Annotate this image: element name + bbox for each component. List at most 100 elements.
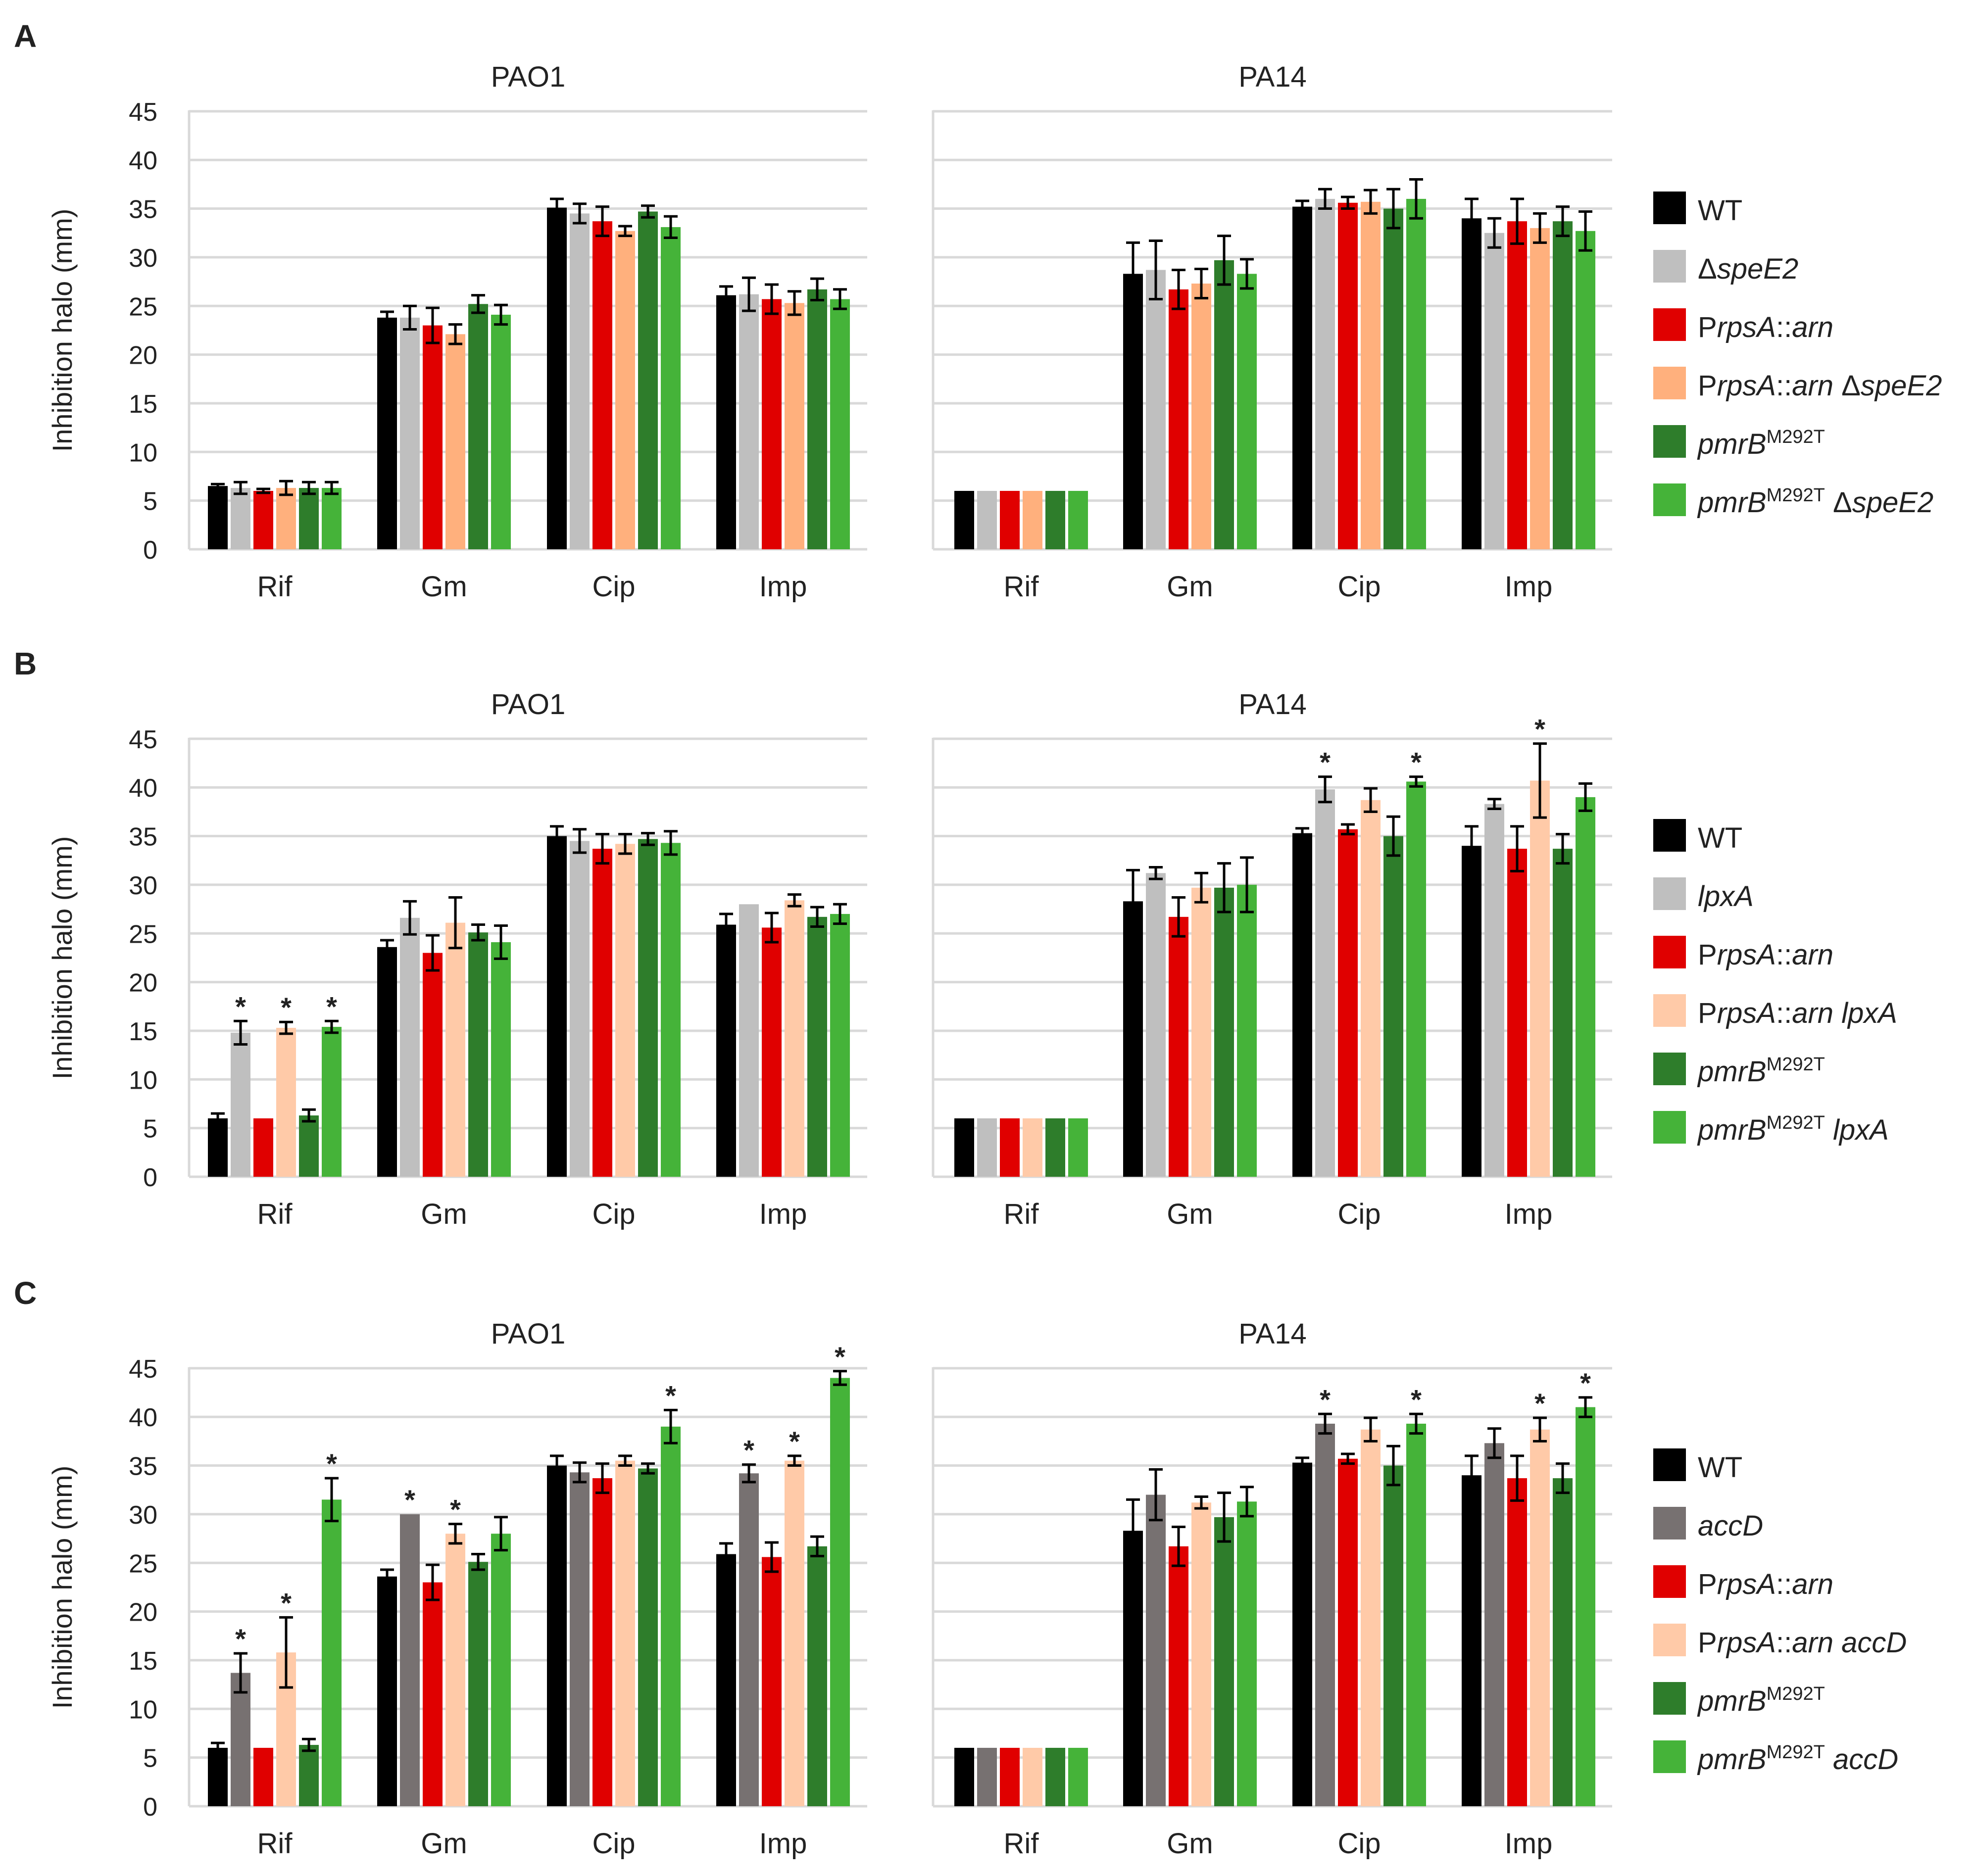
legend-label-part: Δ — [1841, 370, 1861, 402]
legend-label-part: arn — [1792, 1568, 1833, 1600]
legend-label-part: M292T — [1767, 1112, 1825, 1133]
bar — [1146, 1494, 1166, 1806]
legend-swatch — [1653, 1624, 1686, 1656]
error-bar — [1295, 199, 1309, 214]
y-tick-label: 20 — [129, 341, 157, 370]
y-tick-label: 30 — [129, 1501, 157, 1530]
chart-pa14: PA14 Rif Gm Cip Imp * * * * — [932, 1318, 1612, 1860]
x-tick-label: Imp — [759, 1198, 807, 1230]
bar — [1169, 916, 1188, 1177]
error-bar — [302, 1737, 316, 1752]
legend-label-part: :: — [1776, 311, 1792, 343]
legend-swatch — [1653, 1682, 1686, 1715]
bar — [400, 317, 420, 549]
error-bar — [641, 1462, 655, 1475]
legend-label-part: rpsA — [1717, 1627, 1776, 1659]
y-tick-label: 0 — [143, 1793, 157, 1822]
bar — [570, 1472, 590, 1806]
x-tick-label: Cip — [592, 1198, 635, 1230]
y-tick-label: 40 — [129, 774, 157, 803]
legend-label-part: lpxA — [1698, 880, 1754, 913]
error-bar — [1533, 742, 1547, 819]
error-bar — [448, 1523, 462, 1545]
y-tick-label: 20 — [129, 969, 157, 998]
legend-label-part: rpsA — [1717, 997, 1776, 1029]
bar — [1191, 887, 1211, 1177]
legend-label-part: WT — [1698, 822, 1742, 854]
legend-label: PrpsA::arn — [1698, 311, 1833, 343]
bar — [739, 1473, 759, 1806]
bar — [547, 1465, 567, 1806]
bar — [615, 1460, 635, 1806]
error-bar — [1126, 868, 1140, 934]
significance-star: * — [789, 1426, 800, 1457]
bar — [1530, 1429, 1550, 1806]
error-bar — [380, 939, 394, 956]
error-bar — [211, 1741, 225, 1754]
legend-item: pmrBM292T ΔspeE2 — [1653, 483, 1933, 519]
bar — [322, 1027, 342, 1177]
error-bar — [719, 285, 733, 305]
error-bar — [641, 204, 655, 219]
bar — [1576, 1407, 1595, 1806]
bar — [1191, 1502, 1211, 1806]
legend-label: PrpsA::arn lpxA — [1698, 997, 1897, 1029]
bar — [253, 490, 273, 549]
error-bar — [1556, 833, 1570, 865]
y-tick-label: 5 — [143, 1744, 157, 1773]
legend-label-part: M292T — [1767, 1742, 1825, 1763]
bar — [377, 317, 397, 549]
error-bar — [1533, 212, 1547, 244]
error-bar — [1510, 197, 1524, 245]
error-bar — [810, 906, 824, 928]
bar — [1123, 274, 1143, 549]
bar — [276, 1028, 296, 1177]
error-bar — [1386, 815, 1400, 857]
error-bar — [494, 1516, 508, 1552]
bar — [830, 1378, 850, 1806]
bar — [1214, 887, 1234, 1177]
bar — [491, 942, 511, 1177]
error-bar — [573, 202, 587, 225]
error-bar — [211, 482, 225, 489]
bar — [299, 1115, 319, 1177]
significance-star: * — [1580, 1367, 1591, 1398]
error-bar — [1465, 197, 1479, 240]
bar — [807, 1546, 827, 1806]
error-bar — [1364, 1416, 1378, 1443]
chart-title: PA14 — [1238, 61, 1307, 93]
bar — [547, 836, 567, 1177]
y-tick-label: 10 — [129, 1695, 157, 1724]
bar — [954, 490, 974, 549]
legend-label: pmrBM292T — [1697, 427, 1825, 460]
chart-pao1: 0 5 10 15 20 25 30 35 40 45 PAO1 Rif Gm Cip Imp * * * * * * *… — [129, 1318, 867, 1860]
legend-label-part: M292T — [1767, 1054, 1825, 1075]
bar — [1000, 1747, 1020, 1806]
error-bar — [1172, 268, 1185, 310]
bar — [1576, 231, 1595, 549]
bar — [445, 1534, 465, 1806]
chart-pao1: 0 5 10 15 20 25 30 35 40 45 PAO1 Rif Gm Cip Imp — [129, 61, 867, 603]
error-bar — [494, 303, 508, 326]
bar — [445, 334, 465, 549]
error-bar — [1149, 1468, 1163, 1522]
chart-title: PA14 — [1238, 688, 1307, 721]
legend-swatch — [1653, 483, 1686, 516]
legend-item: pmrBM292T lpxA — [1653, 1111, 1889, 1146]
bar — [423, 325, 443, 549]
legend-item: pmrBM292T accD — [1653, 1740, 1898, 1776]
x-tick-label: Gm — [421, 1828, 467, 1860]
legend-swatch — [1653, 250, 1686, 283]
error-bar — [742, 276, 756, 312]
bar — [1023, 490, 1042, 549]
panel-C: C Inhibition halo (mm) 0 5 10 15 20 25 30 35 40 45 P… — [14, 1275, 1907, 1860]
x-tick-label: Rif — [1004, 1828, 1039, 1860]
error-bar — [234, 481, 247, 495]
error-bar — [448, 896, 462, 950]
error-bar — [494, 924, 508, 960]
bar — [977, 490, 997, 549]
error-bar — [573, 1461, 587, 1484]
